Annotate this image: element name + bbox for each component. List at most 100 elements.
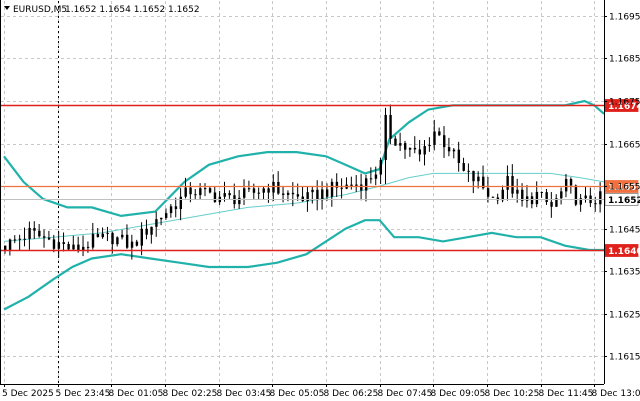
candle-body [325, 189, 329, 197]
candle-body [257, 192, 261, 194]
candle-body [204, 188, 207, 190]
candle-body [155, 219, 158, 227]
candle-body [223, 193, 226, 197]
candle-body [599, 191, 602, 205]
candle-body [335, 181, 339, 188]
candle-body [423, 146, 426, 155]
y-tick-label: 1.1645 [609, 226, 640, 236]
candle-body [72, 244, 75, 250]
y-tick-label: 1.1615 [609, 353, 640, 363]
candle-body [13, 239, 17, 241]
candle-body [252, 188, 256, 193]
level-label-pivot: 1.1655 [608, 183, 640, 193]
candle-body [277, 181, 280, 194]
candle-body [267, 188, 270, 193]
candle-body [399, 143, 402, 146]
candle-body [457, 149, 461, 164]
candle-body [482, 176, 485, 189]
candle-body [28, 227, 31, 239]
candle-body [62, 242, 65, 244]
candle-body [262, 188, 265, 193]
candle-body [540, 191, 543, 193]
candle-body [135, 241, 139, 246]
dropdown-arrow-icon[interactable] [4, 6, 10, 10]
candle-body [18, 238, 22, 240]
candle-body [452, 149, 456, 152]
candle-body [594, 203, 597, 205]
y-tick-label: 1.1665 [609, 141, 640, 151]
x-tick-label: 8 Dec 11:45 [539, 389, 594, 399]
candle-body [282, 193, 285, 195]
candle-body [330, 181, 334, 197]
x-tick-label: 8 Dec 13:05 [592, 389, 640, 399]
y-tick-label: 1.1695 [609, 13, 640, 23]
candle-body [82, 246, 85, 251]
candle-body [179, 196, 183, 210]
candle-body [272, 181, 275, 193]
candle-body [564, 179, 568, 192]
candle-body [355, 184, 358, 186]
x-tick-label: 5 Dec 2025 [2, 389, 54, 399]
candle-body [301, 196, 304, 202]
x-tick-label: 8 Dec 06:25 [324, 389, 379, 399]
candle-body [130, 241, 134, 248]
candle-body [340, 187, 343, 189]
candle-body [584, 195, 587, 199]
candle-body [140, 228, 143, 246]
candle-body [164, 213, 168, 218]
candle-body [360, 184, 363, 191]
candle-body [208, 188, 212, 193]
candle-body [286, 192, 290, 195]
y-tick-label: 1.1635 [609, 268, 640, 278]
x-tick-label: 5 Dec 23:45 [56, 389, 111, 399]
candle-body [8, 239, 12, 251]
candle-body [247, 188, 251, 190]
candle-body [447, 147, 451, 152]
candle-body [23, 238, 26, 240]
candle-body [86, 246, 90, 248]
candle-body [579, 198, 583, 205]
x-tick-label: 8 Dec 07:45 [378, 389, 433, 399]
candle-body [545, 192, 548, 202]
candle-body [160, 217, 163, 220]
candle-body [560, 191, 563, 199]
candle-body [574, 185, 578, 205]
candle-body [369, 178, 373, 180]
candle-body [472, 170, 475, 182]
x-tick-label: 8 Dec 01:05 [109, 389, 164, 399]
candle-body [316, 189, 319, 201]
candle-body [47, 237, 51, 240]
candle-body [433, 131, 436, 145]
candle-body [106, 232, 109, 234]
candle-body [379, 159, 383, 175]
candle-body [96, 233, 100, 238]
candle-body [394, 138, 397, 146]
x-tick-label: 8 Dec 05:05 [270, 389, 325, 399]
candle-body [291, 192, 295, 195]
symbol-label: EURUSD,M5 [13, 5, 67, 15]
candle-body [101, 233, 104, 238]
candle-body [462, 163, 465, 171]
candle-body [569, 179, 573, 186]
candle-body [150, 226, 153, 235]
x-tick-label: 8 Dec 02:25 [163, 389, 218, 399]
y-tick-label: 1.1675 [609, 98, 640, 108]
candle-body [145, 228, 148, 235]
candle-body [521, 189, 524, 201]
candle-body [408, 147, 412, 150]
candle-body [496, 197, 500, 201]
level-label-support: 1.1640 [608, 247, 640, 257]
level-label-current: 1.1652 [608, 196, 640, 206]
grid [1, 1, 604, 384]
candle-body [418, 149, 422, 155]
x-tick-label: 8 Dec 09:05 [431, 389, 486, 399]
candle-body [525, 196, 529, 201]
y-tick-label: 1.1685 [609, 55, 640, 65]
y-tick-label: 1.1655 [609, 183, 640, 193]
candle-body [530, 196, 534, 205]
candle-body [486, 188, 490, 197]
candle-body [306, 192, 309, 202]
